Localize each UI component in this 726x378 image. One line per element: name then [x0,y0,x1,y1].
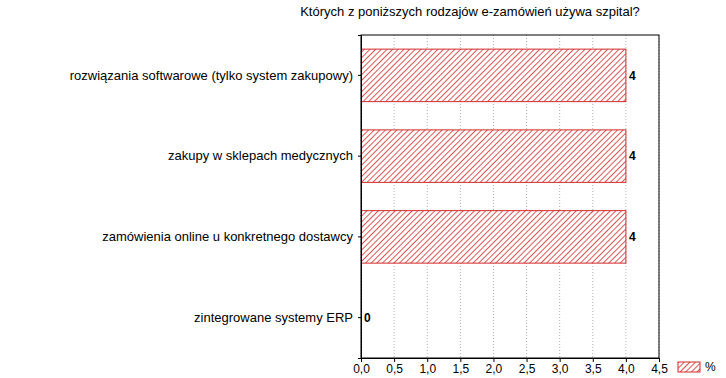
x-tick: 1,5 [452,358,469,376]
data-label: 4 [629,230,636,244]
bars [361,49,626,263]
x-tick: 2,5 [519,358,536,376]
y-tick-mark [358,236,361,237]
x-axis-line [362,359,660,363]
x-tick-label: 2,0 [486,362,503,376]
grid [361,35,659,358]
legend-label: % [705,360,716,374]
x-tick: 4,5 [651,358,668,376]
x-tick-label: 4,0 [618,362,635,376]
x-tick: 1,0 [419,358,436,376]
chart: Których z poniższych rodzajów e-zamówień… [0,0,726,378]
y-tick: rozwiązania softwarowe (tylko system zak… [70,68,361,83]
data-label: 4 [629,149,636,163]
y-tick-mark [358,75,361,76]
x-tick-label: 0,5 [386,362,403,376]
y-tick: zakupy w sklepach medycznych [168,148,361,163]
legend: % [678,360,716,374]
y-tick-label: zakupy w sklepach medycznych [168,148,353,163]
y-tick-label: zamówienia online u konkretnego dostawcy [102,229,353,244]
x-tick-label: 0,0 [353,362,370,376]
plot-frame [361,35,659,358]
legend-swatch [678,362,700,372]
x-tick: 4,0 [618,358,635,376]
data-label: 0 [364,311,371,325]
x-tick: 3,5 [585,358,602,376]
y-axis-line [358,36,362,359]
x-tick: 0,5 [386,358,403,376]
data-label: 4 [629,69,636,83]
x-tick: 0,0 [353,358,370,376]
y-tick: zamówienia online u konkretnego dostawcy [102,229,361,244]
x-tick-label: 1,0 [419,362,436,376]
data-labels: 4 4 4 0 [364,69,636,325]
bar [361,49,626,101]
x-axis: 0,0 0,5 1,0 1,5 2,0 2,5 3,0 3,5 4,0 4,5 [353,358,668,376]
y-tick: zintegrowane systemy ERP [194,310,361,325]
x-tick-label: 1,5 [452,362,469,376]
plot: 0,0 0,5 1,0 1,5 2,0 2,5 3,0 3,5 4,0 4,5 rozwiązani… [70,35,668,376]
x-tick-label: 2,5 [519,362,536,376]
x-tick-label: 3,5 [585,362,602,376]
x-tick: 2,0 [486,358,503,376]
title: Których z poniższych rodzajów e-zamówień… [300,4,640,19]
y-tick-label: rozwiązania softwarowe (tylko system zak… [70,68,353,83]
x-tick-label: 4,5 [651,362,668,376]
x-tick: 3,0 [552,358,569,376]
x-tick-label: 3,0 [552,362,569,376]
y-axis: rozwiązania softwarowe (tylko system zak… [70,36,362,359]
bar [361,211,626,263]
y-tick-mark [358,156,361,157]
y-tick-mark [358,317,361,318]
bar [361,130,626,182]
y-tick-label: zintegrowane systemy ERP [194,310,353,325]
